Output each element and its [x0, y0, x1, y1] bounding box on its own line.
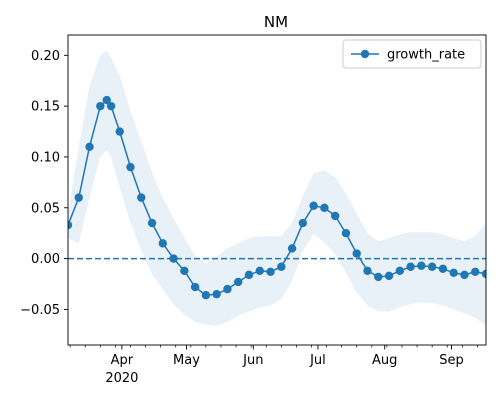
x-tick-label: May: [173, 353, 200, 368]
x-tick-label: Jun: [242, 353, 263, 368]
data-point: [309, 201, 318, 210]
legend: growth_rate: [342, 39, 482, 69]
legend-label: growth_rate: [387, 48, 465, 63]
data-point: [481, 269, 486, 279]
data-point: [417, 261, 426, 270]
data-point: [277, 262, 286, 271]
legend-box: [342, 39, 482, 69]
data-point: [330, 211, 340, 221]
data-point: [234, 277, 243, 287]
data-point: [126, 162, 135, 172]
x-tick-label: Sep: [439, 353, 464, 368]
data-point: [395, 266, 405, 276]
plot-area: [67, 34, 487, 346]
x-year-label: 2020: [105, 371, 138, 386]
y-tick-label: 0.20: [31, 49, 60, 64]
legend-marker: [360, 49, 370, 59]
data-point: [158, 239, 168, 248]
plot-content: [68, 50, 486, 326]
data-point: [74, 193, 83, 202]
x-axis: Apr May Jun Jul Aug Sep 2020: [69, 345, 478, 386]
x-tick-label: Aug: [372, 353, 397, 368]
data-point: [96, 101, 105, 111]
data-point: [266, 267, 275, 277]
data-point: [427, 262, 437, 271]
data-point: [320, 203, 329, 212]
data-point: [106, 101, 116, 111]
data-point: [169, 254, 178, 263]
data-point: [374, 272, 383, 282]
data-point: [147, 218, 157, 228]
y-tick-label: −0.05: [20, 303, 60, 318]
data-point: [85, 142, 94, 152]
data-point: [244, 270, 254, 280]
y-axis: 0.20 0.15 0.10 0.05 0.00 −0.05: [20, 49, 68, 318]
data-point: [298, 218, 308, 228]
data-point: [212, 289, 221, 299]
data-point: [341, 228, 351, 238]
y-tick-label: 0.00: [31, 252, 60, 267]
chart-title: NM: [264, 13, 288, 31]
data-point: [406, 262, 415, 271]
x-tick-label: Jul: [309, 353, 326, 368]
data-point: [449, 268, 458, 278]
y-tick-label: 0.05: [31, 201, 60, 216]
data-point: [255, 266, 264, 276]
data-point: [190, 282, 200, 292]
data-point: [352, 249, 361, 258]
data-point: [68, 220, 73, 230]
data-point: [363, 266, 372, 276]
y-tick-label: 0.10: [31, 150, 60, 165]
data-point: [460, 270, 469, 280]
data-point: [137, 193, 146, 202]
data-point: [180, 266, 189, 276]
series-markers: [68, 95, 486, 300]
data-point: [471, 267, 480, 277]
data-point: [102, 95, 111, 105]
x-tick-label: Apr: [111, 353, 134, 368]
data-point: [201, 290, 211, 300]
data-point: [384, 271, 394, 281]
data-point: [438, 264, 448, 273]
y-tick-label: 0.15: [31, 100, 60, 115]
data-point: [223, 284, 232, 294]
data-point: [115, 127, 124, 136]
data-point: [287, 244, 297, 253]
axes-frame: [67, 34, 487, 346]
